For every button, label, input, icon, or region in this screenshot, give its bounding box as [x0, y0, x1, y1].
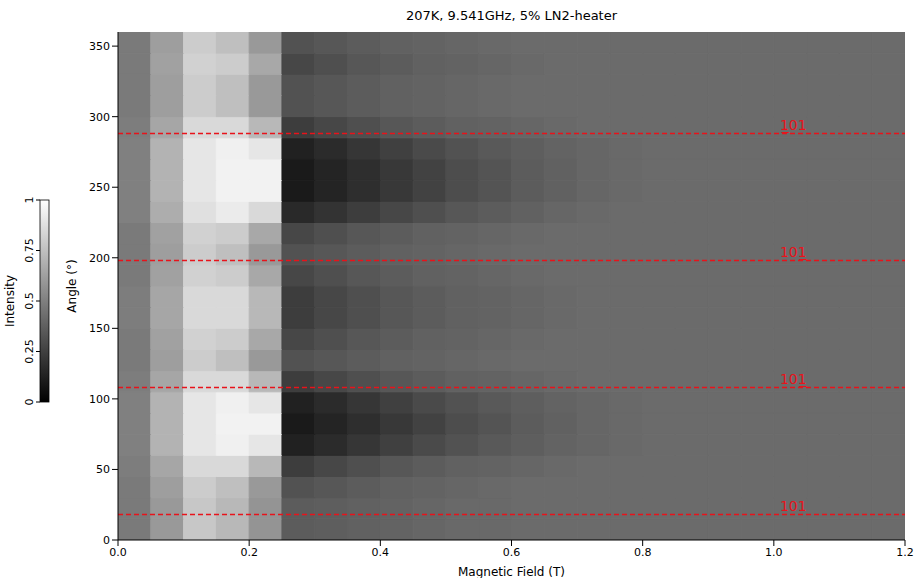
svg-text:101̲: 101̲: [780, 371, 808, 387]
svg-text:0.75: 0.75: [23, 238, 36, 263]
svg-text:0.0: 0.0: [109, 546, 127, 559]
svg-text:0: 0: [103, 534, 110, 547]
svg-text:1.2: 1.2: [896, 546, 914, 559]
svg-text:300: 300: [89, 111, 110, 124]
svg-text:100: 100: [89, 393, 110, 406]
svg-text:1.0: 1.0: [765, 546, 783, 559]
svg-text:Magnetic Field (T): Magnetic Field (T): [458, 565, 565, 578]
svg-text:50: 50: [96, 463, 110, 476]
svg-text:0.8: 0.8: [634, 546, 652, 559]
svg-text:101̲: 101̲: [780, 244, 808, 260]
svg-text:350: 350: [89, 40, 110, 53]
svg-text:1: 1: [23, 197, 36, 204]
svg-text:101: 101: [780, 498, 807, 514]
svg-text:0.6: 0.6: [503, 546, 521, 559]
svg-text:Intensity: Intensity: [3, 275, 17, 327]
html-text:207K, 9.541GHz, 5% LN2-heater: 207K, 9.541GHz, 5% LN2-heater: [406, 8, 617, 23]
svg-text:250: 250: [89, 181, 110, 194]
svg-text:0.25: 0.25: [23, 339, 36, 364]
svg-text:Angle (°): Angle (°): [65, 259, 79, 312]
svg-text:150: 150: [89, 322, 110, 335]
svg-text:0.4: 0.4: [372, 546, 390, 559]
svg-text:0.2: 0.2: [240, 546, 258, 559]
svg-text:1̲01: 1̲01: [780, 117, 807, 133]
svg-text:0.5: 0.5: [23, 292, 36, 310]
svg-text:200: 200: [89, 252, 110, 265]
svg-text:0: 0: [23, 399, 36, 406]
